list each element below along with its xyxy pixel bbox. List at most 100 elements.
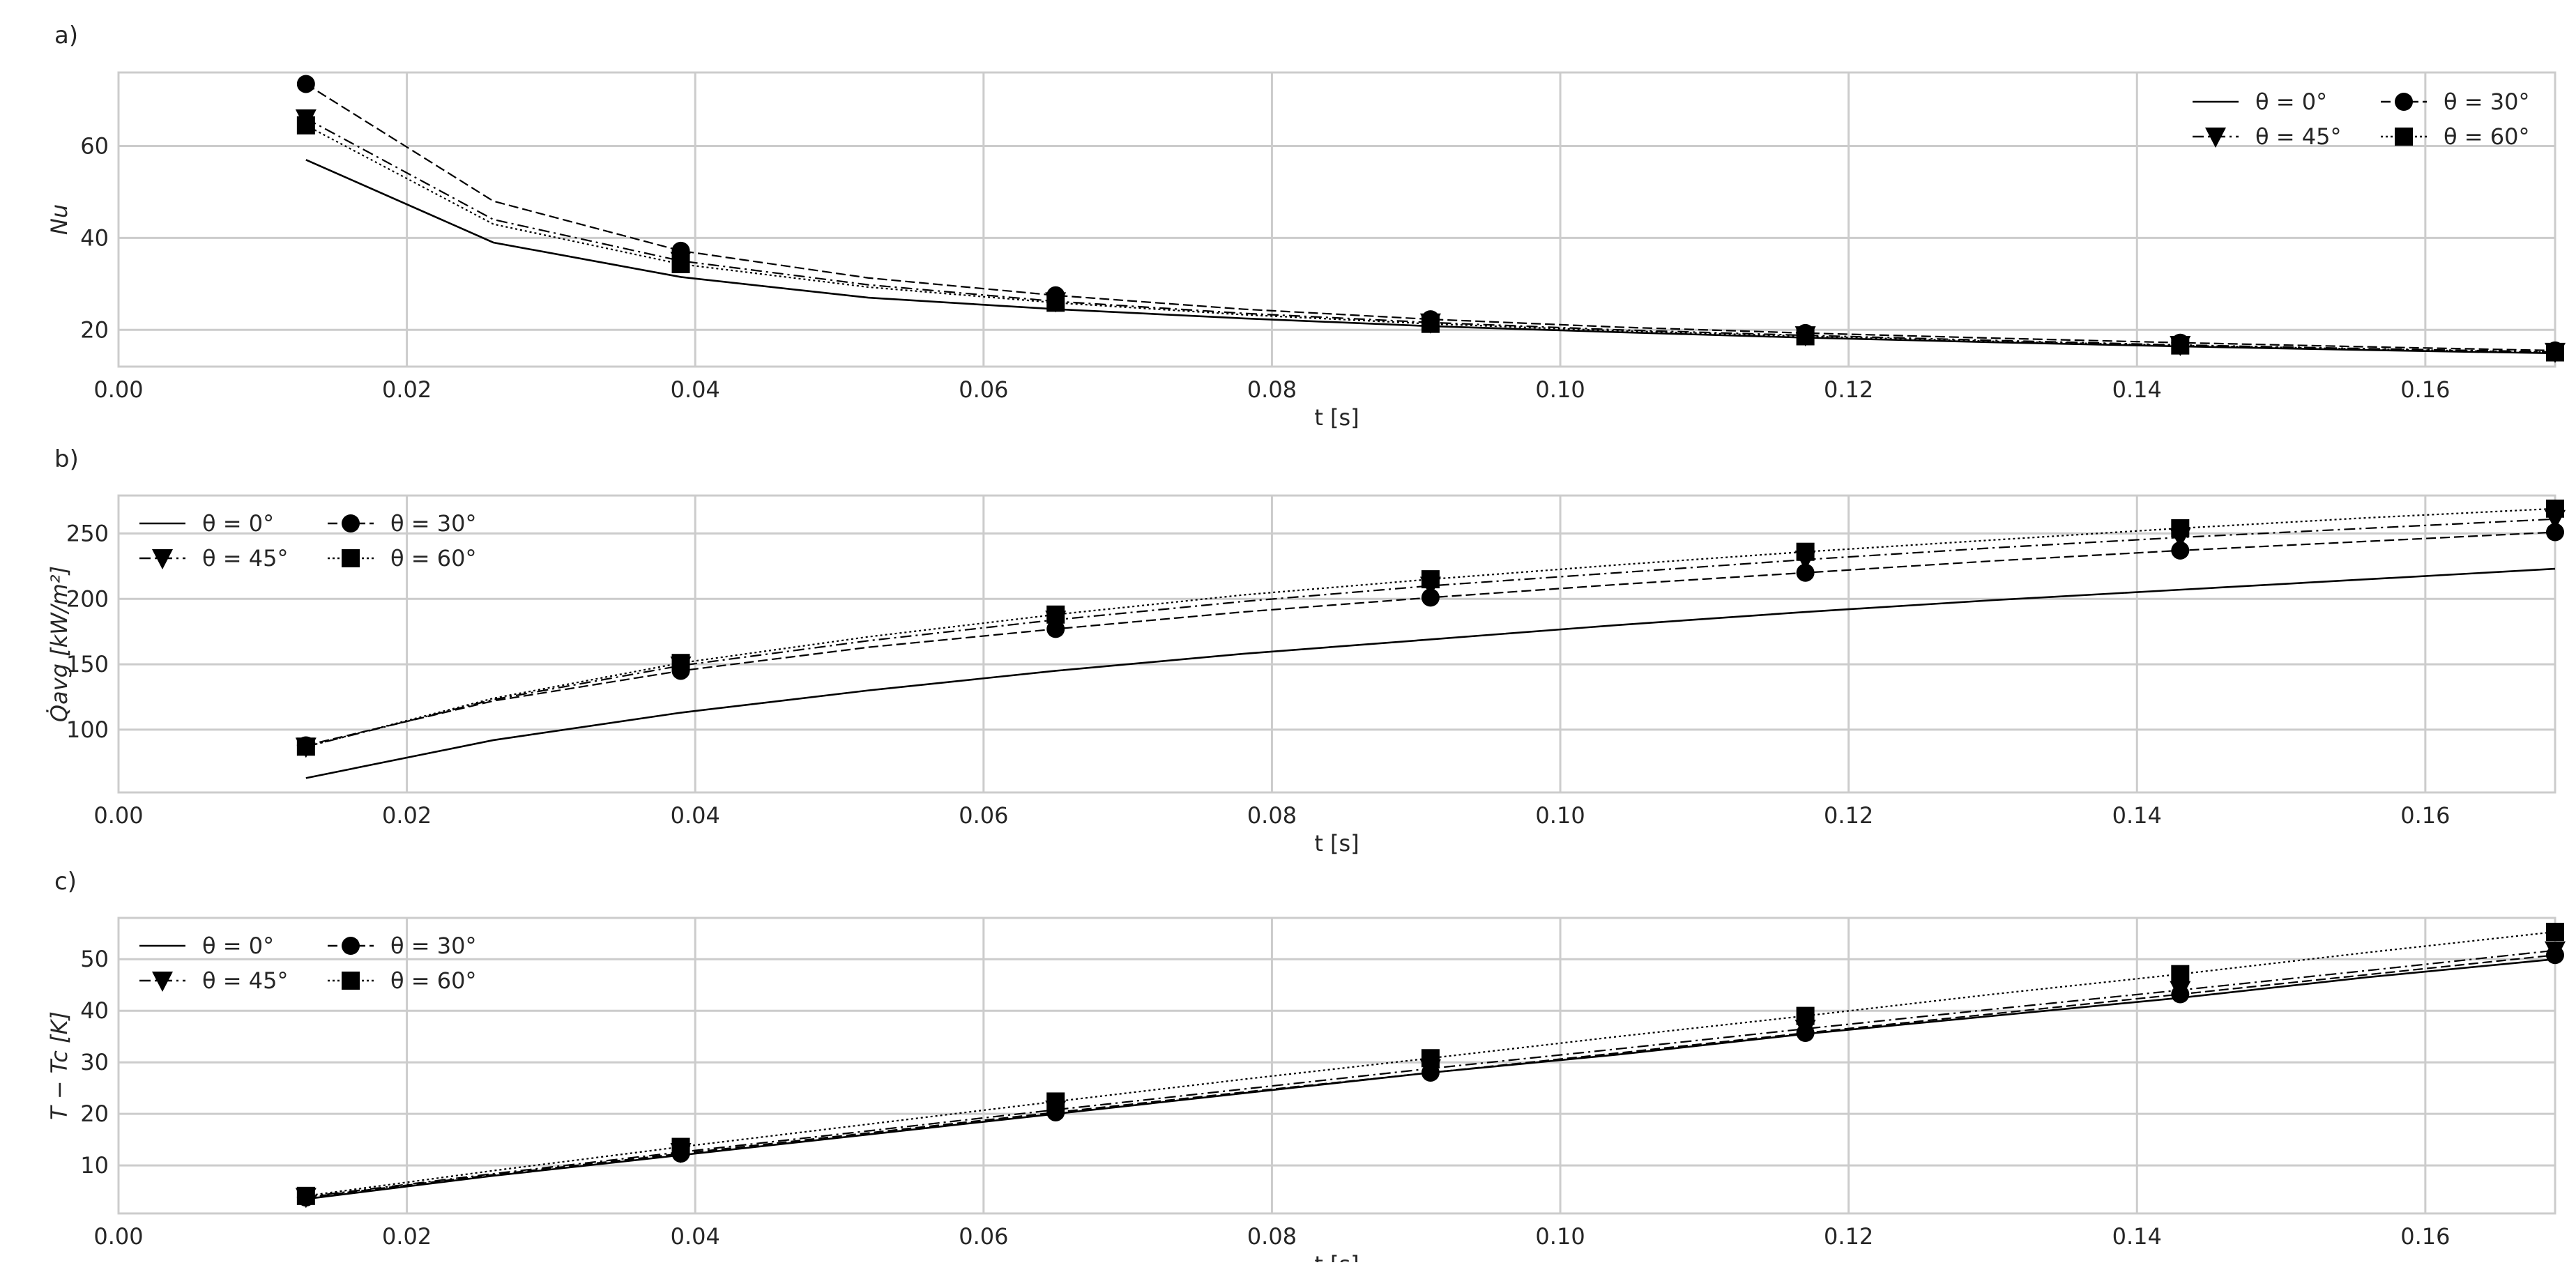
data-point bbox=[1796, 1006, 1815, 1025]
data-point bbox=[1796, 327, 1815, 346]
legend-marker bbox=[342, 972, 360, 990]
data-point bbox=[671, 254, 690, 273]
legend: θ = 0° θ = 45° θ = 30° θ = 60° bbox=[139, 510, 476, 572]
data-point bbox=[2545, 941, 2566, 962]
data-point bbox=[296, 116, 315, 135]
x-tick-label: 0.12 bbox=[1824, 376, 1873, 403]
data-point bbox=[1421, 570, 1440, 589]
x-tick-label: 0.10 bbox=[1535, 376, 1585, 403]
legend-label: θ = 30° bbox=[390, 933, 476, 959]
y-tick-label: 100 bbox=[66, 716, 109, 743]
panel-a: a) 0.00 0.02 0.04 0.06 0.08 0.10 0.12 0.14 0.16 20… bbox=[46, 22, 2566, 431]
data-point bbox=[296, 75, 315, 93]
series-triangle-down bbox=[295, 941, 2566, 1209]
y-tick-label: 20 bbox=[80, 1101, 109, 1127]
legend-label: θ = 0° bbox=[2255, 89, 2327, 115]
panel-c: c) 0.00 0.02 0.04 0.06 0.08 0.10 0.12 0.14 0.16 10… bbox=[46, 868, 2566, 1265]
panel-label: a) bbox=[54, 22, 78, 49]
legend-entry: θ = 45° bbox=[2193, 123, 2341, 150]
y-tick-label: 60 bbox=[80, 133, 109, 160]
legend: θ = 0° θ = 45° θ = 30° θ = 60° bbox=[2193, 89, 2529, 150]
data-point bbox=[1046, 1092, 1065, 1111]
legend-entry: θ = 60° bbox=[328, 545, 476, 572]
legend-marker bbox=[2205, 128, 2226, 148]
x-tick-label: 0.08 bbox=[1247, 376, 1297, 403]
x-axis-label: t [s] bbox=[1314, 830, 1359, 857]
data-point bbox=[1421, 314, 1440, 333]
legend-marker bbox=[342, 514, 360, 532]
x-tick-label: 0.00 bbox=[93, 1223, 143, 1250]
y-tick-label: 200 bbox=[66, 585, 109, 612]
legend-label: θ = 60° bbox=[2444, 123, 2529, 150]
y-axis-label: Nu bbox=[46, 204, 73, 235]
data-point bbox=[296, 1186, 315, 1205]
x-tick-label: 0.04 bbox=[671, 1223, 720, 1250]
data-point bbox=[1046, 605, 1065, 624]
legend-label: θ = 45° bbox=[202, 967, 288, 994]
legend-label: θ = 45° bbox=[2255, 123, 2341, 150]
x-tick-label: 0.14 bbox=[2112, 1223, 2162, 1250]
x-tick-label: 0.06 bbox=[959, 1223, 1008, 1250]
y-tick-label: 40 bbox=[80, 997, 109, 1024]
data-point bbox=[2171, 965, 2190, 983]
legend-marker bbox=[342, 937, 360, 955]
x-tick-label: 0.06 bbox=[959, 376, 1008, 403]
data-point bbox=[2170, 981, 2191, 1002]
legend-entry: θ = 45° bbox=[139, 967, 288, 994]
series-square bbox=[296, 922, 2564, 1205]
x-tick-label: 0.10 bbox=[1535, 802, 1585, 829]
series-line bbox=[305, 518, 2556, 748]
data-point bbox=[1796, 542, 1815, 561]
x-tick-label: 0.14 bbox=[2112, 802, 2162, 829]
x-tick-label: 0.06 bbox=[959, 802, 1008, 829]
x-tick-label: 0.16 bbox=[2400, 376, 2450, 403]
y-tick-label: 20 bbox=[80, 316, 109, 343]
x-tick-label: 0.08 bbox=[1247, 1223, 1297, 1250]
legend-marker bbox=[152, 549, 173, 569]
y-tick-label: 10 bbox=[80, 1152, 109, 1179]
y-tick-label: 30 bbox=[80, 1049, 109, 1075]
x-tick-label: 0.02 bbox=[382, 802, 432, 829]
legend-entry: θ = 0° bbox=[139, 510, 274, 537]
data-point bbox=[2546, 499, 2564, 518]
data-point bbox=[1421, 588, 1440, 607]
legend-entry: θ = 60° bbox=[328, 967, 476, 994]
legend-marker bbox=[152, 972, 173, 992]
legend-entry: θ = 0° bbox=[2193, 89, 2327, 115]
x-axis-label: t [s] bbox=[1314, 1251, 1359, 1262]
legend-marker bbox=[342, 549, 360, 567]
legend-entry: θ = 60° bbox=[2381, 123, 2529, 150]
x-tick-label: 0.10 bbox=[1535, 1223, 1585, 1250]
panel-label: b) bbox=[54, 445, 79, 473]
series-square bbox=[296, 116, 2564, 362]
x-tick-label: 0.08 bbox=[1247, 802, 1297, 829]
series-line bbox=[305, 507, 2556, 748]
legend-label: θ = 60° bbox=[390, 545, 476, 572]
data-point bbox=[1796, 563, 1815, 582]
x-tick-label: 0.00 bbox=[93, 802, 143, 829]
axes-frame bbox=[117, 494, 2556, 794]
series-line bbox=[305, 567, 2556, 779]
y-axis-label: Q̇avg [kW/m²] bbox=[46, 566, 73, 722]
legend-entry: θ = 30° bbox=[2381, 89, 2529, 115]
x-tick-label: 0.04 bbox=[671, 802, 720, 829]
x-tick-label: 0.12 bbox=[1824, 1223, 1873, 1250]
legend-marker bbox=[2395, 93, 2413, 111]
legend-label: θ = 60° bbox=[390, 967, 476, 994]
x-tick-label: 0.16 bbox=[2400, 802, 2450, 829]
x-tick-label: 0.12 bbox=[1824, 802, 1873, 829]
data-point bbox=[1046, 293, 1065, 312]
data-point bbox=[2546, 523, 2564, 542]
legend-label: θ = 0° bbox=[202, 510, 274, 537]
series-none bbox=[305, 567, 2556, 779]
x-tick-label: 0.14 bbox=[2112, 376, 2162, 403]
x-tick-label: 0.04 bbox=[671, 376, 720, 403]
series-triangle-down bbox=[295, 509, 2566, 758]
legend-label: θ = 30° bbox=[2444, 89, 2529, 115]
legend-entry: θ = 45° bbox=[139, 545, 288, 572]
data-point bbox=[671, 654, 690, 673]
x-tick-label: 0.00 bbox=[93, 376, 143, 403]
data-point bbox=[2171, 519, 2190, 537]
data-point bbox=[296, 737, 315, 756]
